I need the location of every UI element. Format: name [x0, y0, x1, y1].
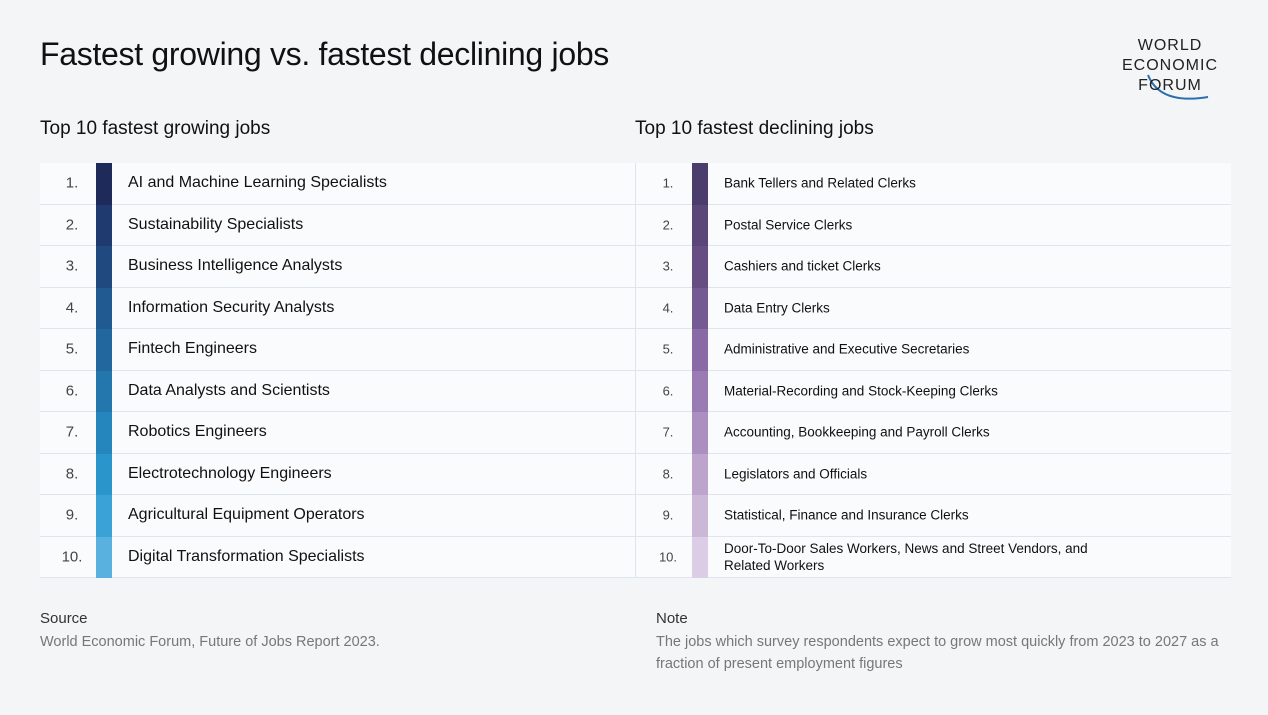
rank: 5.	[662, 341, 674, 357]
job-name: Agricultural Equipment Operators	[128, 506, 365, 524]
table-row: 4. Information Security Analysts	[40, 287, 635, 329]
job-name: Digital Transformation Specialists	[128, 547, 365, 565]
table-row: 1. Bank Tellers and Related Clerks	[636, 163, 1231, 205]
color-bar	[692, 287, 708, 329]
table-row: 8. Legislators and Officials	[636, 453, 1231, 495]
color-bar	[692, 495, 708, 537]
color-bar	[692, 370, 708, 412]
table-row: 7. Accounting, Bookkeeping and Payroll Cl…	[636, 412, 1231, 454]
rank: 3.	[662, 258, 674, 274]
job-name: Administrative and Executive Secretaries	[724, 341, 970, 357]
job-name: Door-To-Door Sales Workers, News and Str…	[724, 540, 1088, 573]
growing-title: Top 10 fastest growing jobs	[40, 118, 271, 139]
declining-title: Top 10 fastest declining jobs	[635, 118, 874, 139]
rank: 1.	[65, 174, 79, 192]
job-name: Legislators and Officials	[724, 466, 868, 482]
color-bar	[692, 246, 708, 288]
rank: 2.	[65, 216, 79, 234]
rank: 10.	[658, 549, 678, 565]
table-row: 4. Data Entry Clerks	[636, 287, 1231, 329]
title: Fastest growing vs. fastest declining jo…	[40, 36, 610, 72]
table-row: 10. Digital Transformation Specialists	[40, 536, 635, 578]
source-text: World Economic Forum, Future of Jobs Rep…	[40, 634, 380, 650]
job-name: Information Security Analysts	[128, 298, 335, 316]
job-name: Data Analysts and Scientists	[128, 381, 330, 399]
logo-line: FORUM	[1138, 77, 1202, 94]
rank: 5.	[65, 340, 79, 358]
table-row: 8. Electrotechnology Engineers	[40, 453, 635, 495]
color-bar	[96, 246, 112, 288]
rank: 7.	[662, 424, 674, 440]
job-name: Sustainability Specialists	[128, 215, 304, 233]
logo-arc	[1147, 74, 1209, 100]
rank: 6.	[662, 383, 674, 399]
color-bar	[96, 370, 112, 412]
table-row: 9. Statistical, Finance and Insurance Cle…	[636, 495, 1231, 537]
rank: 6.	[65, 382, 79, 400]
color-bar	[692, 204, 708, 246]
color-bar	[96, 204, 112, 246]
rank: 7.	[65, 423, 79, 441]
color-bar	[692, 329, 708, 371]
job-name: Electrotechnology Engineers	[128, 464, 332, 482]
job-name: Business Intelligence Analysts	[128, 257, 343, 275]
rank: 2.	[662, 217, 674, 233]
logo-line: ECONOMIC	[1122, 57, 1218, 74]
declining-table: 1. Bank Tellers and Related Clerks 2. Posta…	[635, 163, 1231, 578]
table-row: 6. Material-Recording and Stock-Keeping C…	[636, 370, 1231, 412]
job-name: Statistical, Finance and Insurance Clerk…	[724, 507, 969, 523]
source-label: Source	[40, 610, 88, 627]
color-bar	[96, 453, 112, 495]
table-row: 6. Data Analysts and Scientists	[40, 370, 635, 412]
table-row: 2. Postal Service Clerks	[636, 204, 1231, 246]
rank: 4.	[662, 300, 674, 316]
color-bar	[96, 495, 112, 537]
job-name: Material-Recording and Stock-Keeping Cle…	[724, 383, 998, 399]
rank: 4.	[65, 299, 79, 317]
note-text: The jobs which survey respondents expect…	[656, 634, 1219, 672]
job-name: AI and Machine Learning Specialists	[128, 174, 387, 192]
table-row: 9. Agricultural Equipment Operators	[40, 495, 635, 537]
growing-table: 1. AI and Machine Learning Specialists 2. S…	[40, 163, 635, 578]
rank: 9.	[65, 506, 79, 524]
job-name: Accounting, Bookkeeping and Payroll Cler…	[724, 424, 990, 440]
logo-line: WORLD	[1137, 37, 1203, 54]
table-row: 2. Sustainability Specialists	[40, 204, 635, 246]
rank: 8.	[662, 466, 674, 482]
table-row: 1. AI and Machine Learning Specialists	[40, 163, 635, 205]
table-row: 5. Fintech Engineers	[40, 329, 635, 371]
job-name: Fintech Engineers	[128, 340, 257, 358]
job-name: Data Entry Clerks	[724, 300, 830, 316]
job-name: Robotics Engineers	[128, 423, 267, 441]
job-name: Postal Service Clerks	[724, 217, 853, 233]
color-bar	[96, 536, 112, 578]
rank: 3.	[65, 257, 79, 275]
table-row: 3. Business Intelligence Analysts	[40, 246, 635, 288]
rank: 8.	[65, 465, 79, 483]
color-bar	[692, 163, 708, 205]
color-bar	[96, 329, 112, 371]
job-name: Bank Tellers and Related Clerks	[724, 175, 916, 191]
job-name: Cashiers and ticket Clerks	[724, 258, 881, 274]
color-bar	[692, 412, 708, 454]
rank: 1.	[662, 175, 674, 191]
rank: 10.	[61, 548, 83, 566]
logo: WORLD ECONOMIC FORUM	[1110, 36, 1230, 96]
table-row: 3. Cashiers and ticket Clerks	[636, 246, 1231, 288]
color-bar	[96, 412, 112, 454]
color-bar	[96, 287, 112, 329]
color-bar	[692, 536, 708, 578]
table-row: 10. Door-To-Door Sales Workers, News and …	[636, 536, 1231, 578]
note-label: Note	[656, 610, 688, 627]
table-row: 5. Administrative and Executive Secretari…	[636, 329, 1231, 371]
rank: 9.	[662, 507, 674, 523]
color-bar	[692, 453, 708, 495]
color-bar	[96, 163, 112, 205]
table-row: 7. Robotics Engineers	[40, 412, 635, 454]
